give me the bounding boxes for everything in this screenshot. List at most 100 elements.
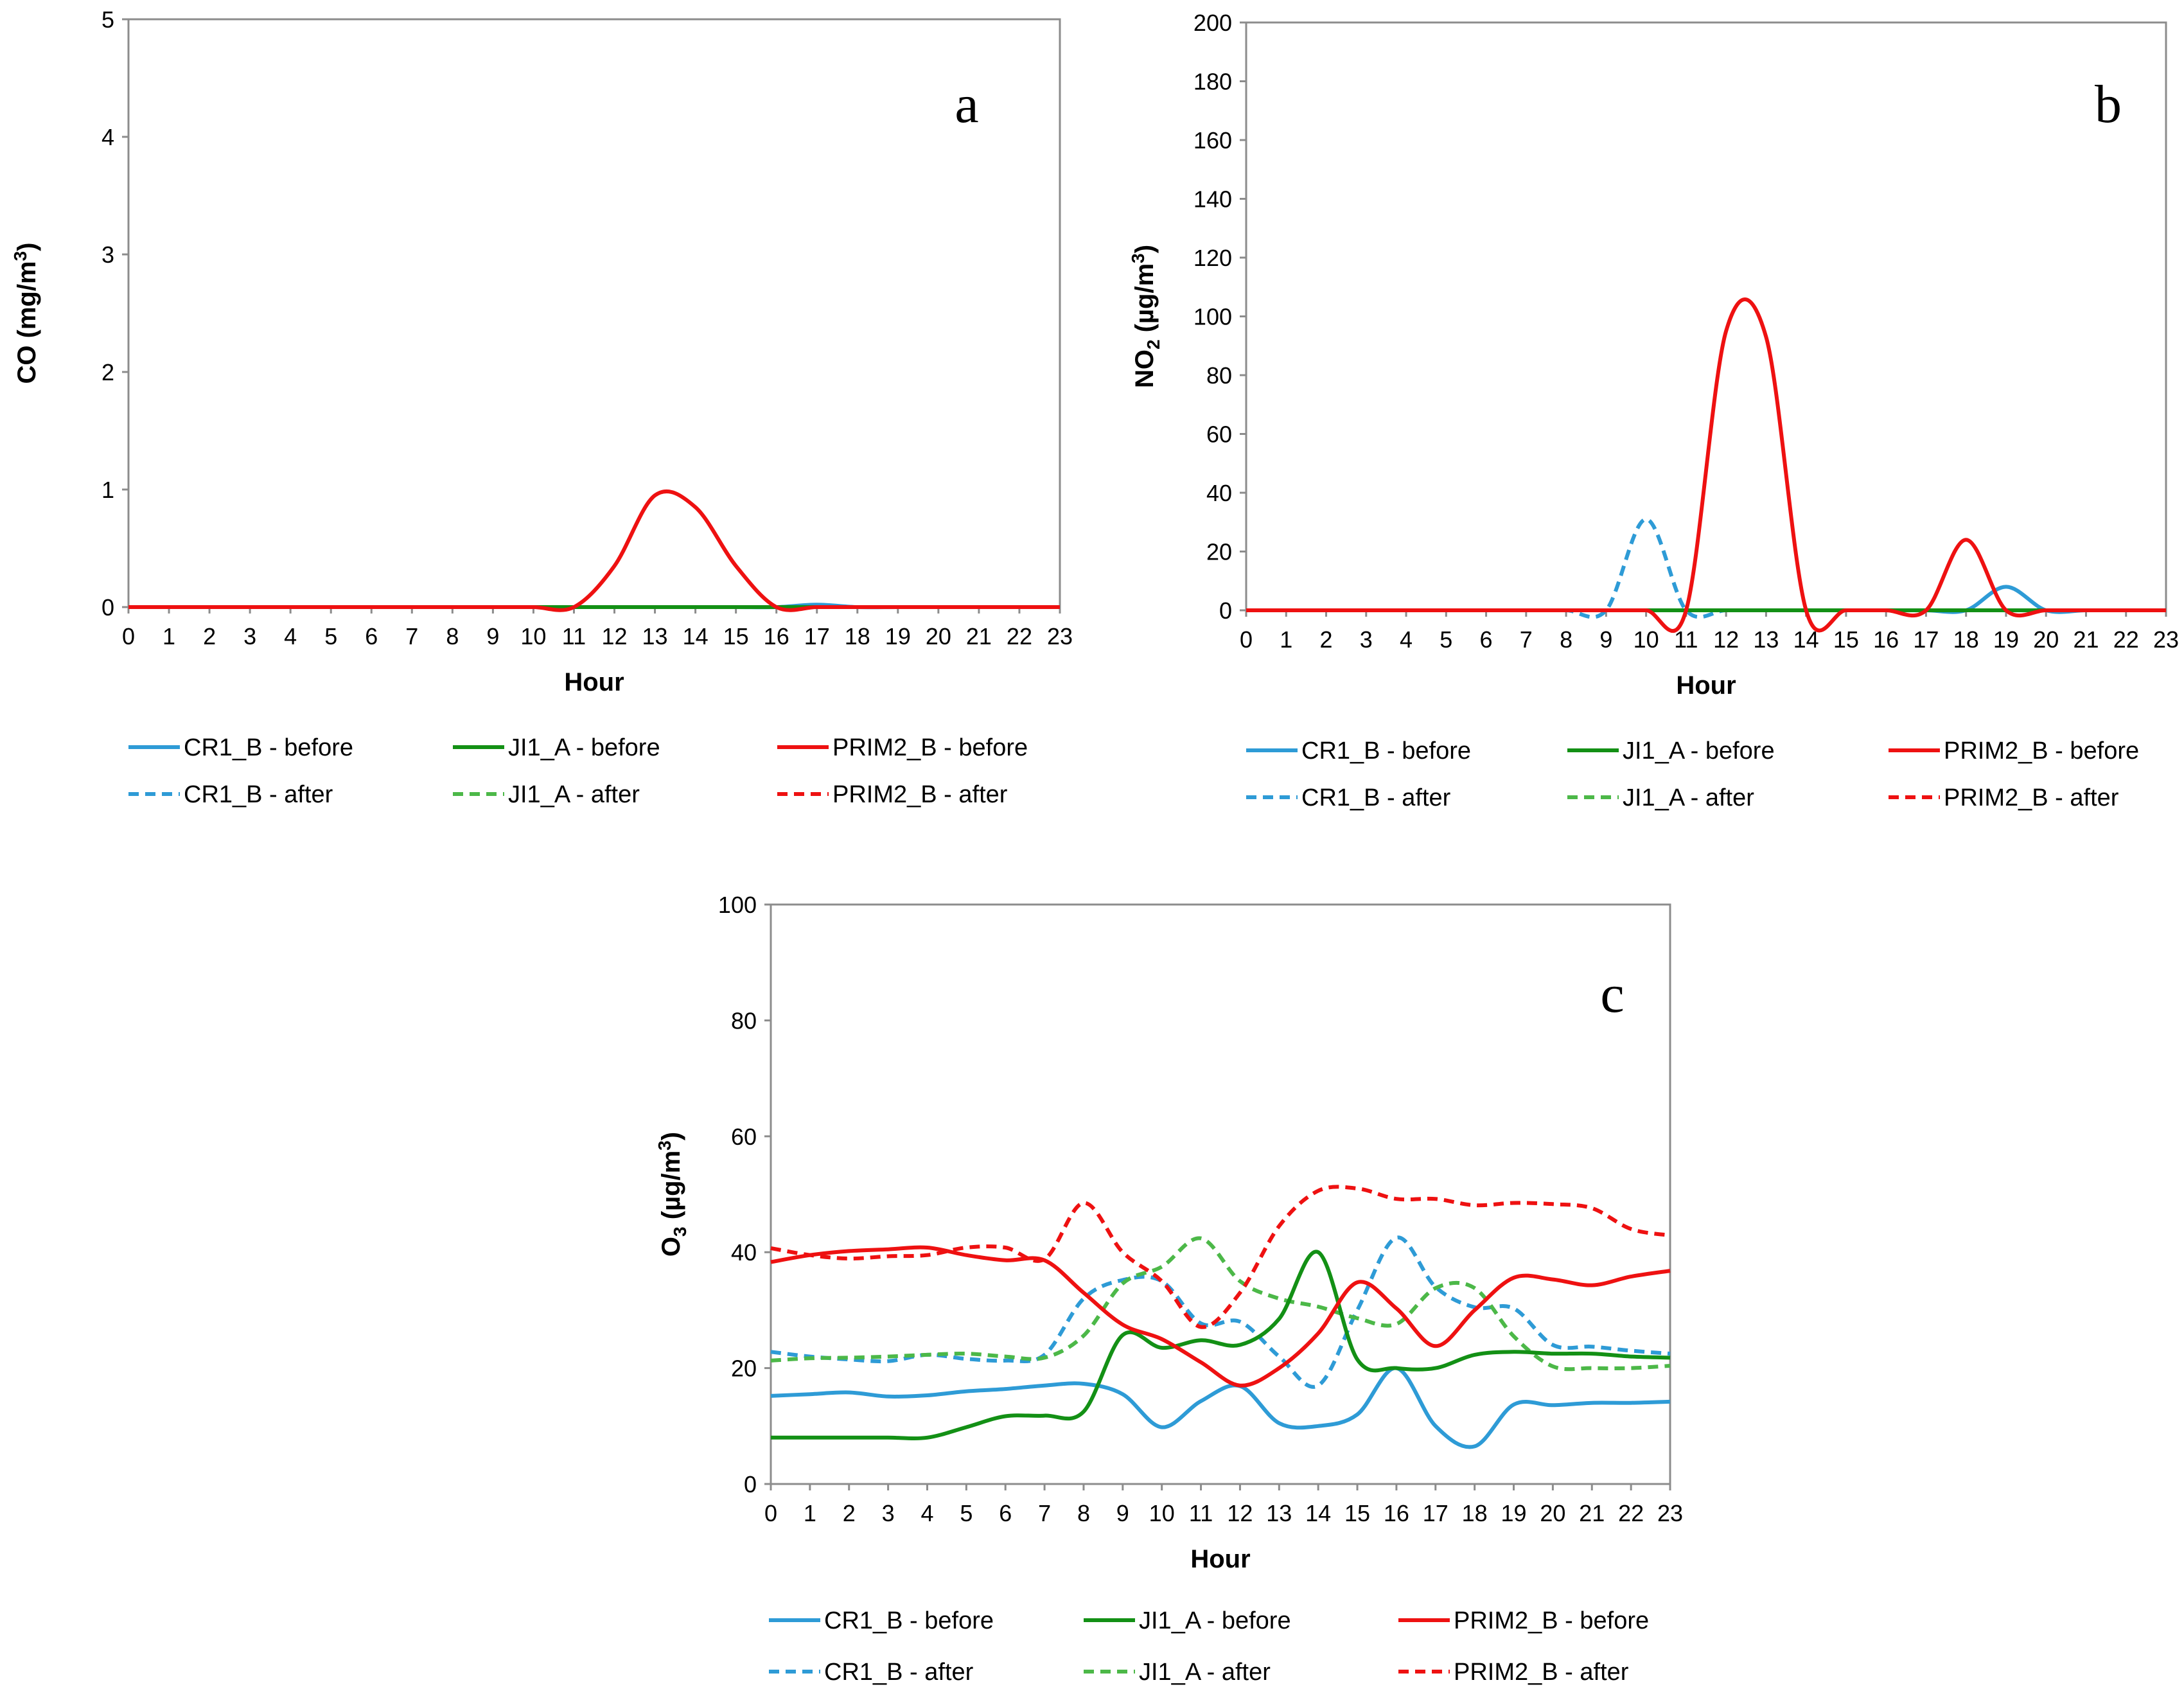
y-axis-title-main: (µg/m [657,1151,685,1227]
x-tick-label: 21 [1579,1500,1605,1526]
x-tick-label: 7 [1520,626,1533,653]
x-tick-label: 12 [1227,1500,1253,1526]
y-tick-label: 5 [101,6,114,33]
x-tick-label: 9 [486,623,499,649]
x-tick-label: 23 [1657,1500,1683,1526]
x-tick-label: 18 [845,623,870,649]
y-tick-label: 40 [731,1239,757,1266]
x-tick-label: 17 [1423,1500,1449,1526]
x-tick-label: 10 [1634,626,1659,653]
legend-label: JI1_A - after [508,781,640,808]
y-tick-label: 20 [1206,539,1232,565]
x-tick-label: 8 [1560,626,1572,653]
y-axis-title: CO (mg/m3) [10,242,41,384]
x-tick-label: 20 [2033,626,2059,653]
x-tick-label: 12 [1713,626,1739,653]
x-tick-label: 9 [1116,1500,1129,1526]
legend-label: JI1_A - before [508,734,660,761]
x-tick-label: 13 [1753,626,1779,653]
x-tick-label: 4 [920,1500,933,1526]
legend-label: JI1_A - before [1139,1607,1291,1634]
x-tick-label: 16 [1873,626,1899,653]
x-tick-label: 0 [764,1500,777,1526]
x-axis-title: Hour [1676,671,1736,700]
y-axis-title-sub: 2 [1143,339,1163,349]
y-tick-label: 0 [101,594,114,621]
y-axis-title: O3 (µg/m3) [655,1132,690,1257]
x-tick-label: 11 [1189,1500,1213,1526]
legend: CR1_B - before JI1_A - before PRIM2_B - be… [128,734,1028,808]
x-tick-label: 11 [1674,626,1698,653]
y-tick-label: 60 [731,1124,757,1150]
series-line-cr1-b-before [1246,585,2166,614]
x-tick-label: 1 [804,1500,816,1526]
y-tick-label: 100 [1193,304,1232,330]
y-tick-label: 1 [101,477,114,503]
x-tick-label: 4 [1400,626,1413,653]
legend-label: PRIM2_B - after [1944,784,2119,811]
y-axis-title-sup: 3 [655,1140,674,1151]
x-tick-label: 19 [885,623,911,649]
series-line-cr1-b-after [1246,517,2166,619]
series-line-ji1-a-after [770,1236,1671,1372]
legend-label: PRIM2_B - before [832,734,1028,761]
legend: CR1_B - before JI1_A - before PRIM2_B - be… [769,1607,1649,1686]
y-tick-label: 200 [1193,10,1232,36]
x-tick-label: 14 [683,623,709,649]
legend-label: CR1_B - before [824,1607,994,1634]
plot-area-border [127,18,1061,608]
x-tick-label: 0 [1240,626,1253,653]
y-axis-title-sup: 3 [1128,253,1148,263]
x-tick-label: 17 [804,623,830,649]
panel-label: a [955,75,978,134]
x-tick-label: 20 [1540,1500,1565,1526]
x-tick-label: 21 [966,623,992,649]
x-tick-label: 3 [882,1500,895,1526]
x-tick-label: 19 [1993,626,2019,653]
y-axis-title-tail: ) [13,242,41,251]
y-tick-label: 0 [1219,597,1232,624]
legend-label: CR1_B - after [184,781,333,808]
y-tick-label: 80 [731,1007,757,1034]
x-tick-label: 2 [1320,626,1333,653]
y-tick-label: 3 [101,242,114,268]
y-axis-title-tail: ) [1131,245,1159,253]
x-tick-label: 23 [1047,623,1073,649]
x-tick-label: 2 [843,1500,856,1526]
x-axis-title: Hour [564,668,624,696]
legend-label: JI1_A - after [1139,1659,1271,1686]
y-tick-label: 40 [1206,480,1232,506]
x-tick-label: 6 [1480,626,1493,653]
x-tick-label: 2 [203,623,216,649]
legend-label: JI1_A - after [1623,784,1754,811]
x-tick-label: 18 [1462,1500,1488,1526]
legend-label: CR1_B - after [1301,784,1451,811]
plot-area-border [770,903,1671,1485]
y-axis-title: NO2 (µg/m3) [1128,245,1163,388]
y-tick-label: 20 [731,1356,757,1382]
y-tick-label: 120 [1193,245,1232,271]
y-axis-title-main: (µg/m [1131,263,1159,340]
y-tick-label: 2 [101,359,114,385]
x-tick-label: 1 [163,623,175,649]
legend-label: PRIM2_B - after [1454,1659,1629,1686]
series-line-prim2-b-before [1246,297,2166,633]
x-tick-label: 14 [1305,1500,1331,1526]
x-tick-label: 13 [642,623,668,649]
x-tick-label: 0 [122,623,135,649]
legend-label: PRIM2_B - before [1944,738,2139,764]
x-tick-label: 22 [1618,1500,1644,1526]
x-axis-title: Hour [1190,1545,1250,1573]
x-tick-label: 6 [999,1500,1012,1526]
x-tick-label: 15 [1833,626,1859,653]
y-axis-title-sub: 3 [670,1226,690,1237]
x-tick-label: 5 [960,1500,973,1526]
x-tick-label: 15 [723,623,749,649]
series-line-prim2-b-before [770,1245,1671,1388]
y-tick-label: 180 [1193,69,1232,95]
y-axis-title-tail: ) [657,1132,685,1140]
legend: CR1_B - before JI1_A - before PRIM2_B - be… [1246,738,2139,811]
